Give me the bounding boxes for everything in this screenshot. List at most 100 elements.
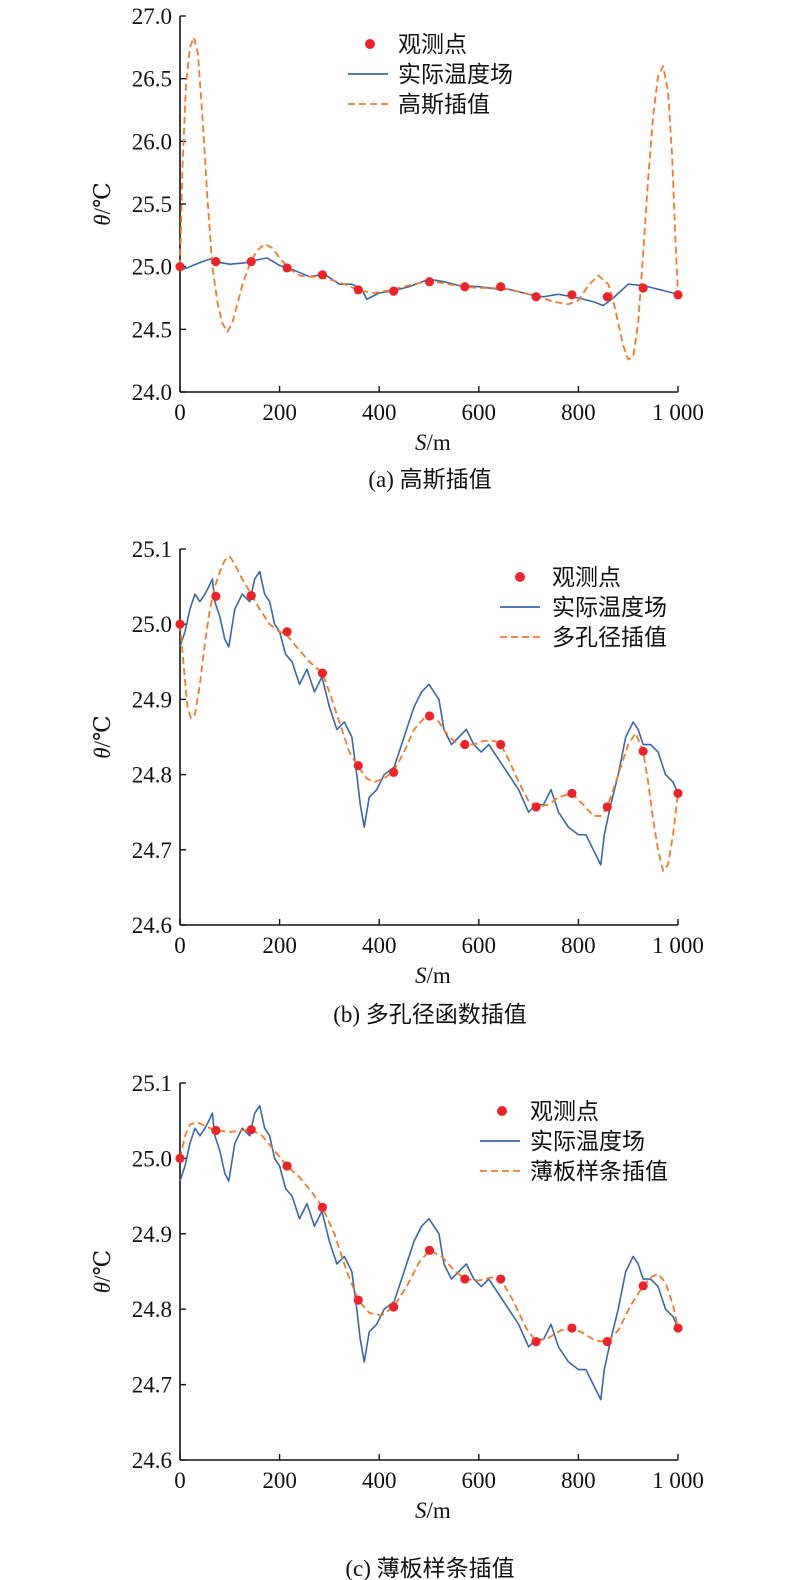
panel-b-y-tick-label: 24.8 [132,763,172,788]
panel-b-x-tick-label: 0 [174,933,186,958]
panel-a-observation-point [211,257,221,267]
panel-c-observation-point [424,1245,435,1255]
panel-a-y-tick-label: 25.0 [132,255,172,280]
panel-c-y-axis-label: θ/℃ [90,1250,115,1293]
panel-a-observation-point [496,282,506,292]
panel-b-observation-point [389,767,399,777]
panel-b-legend-label: 实际温度场 [552,595,667,620]
panel-a-caption: (a) 高斯插值 [368,467,491,492]
panel-a-y-tick-label: 27.0 [132,4,172,29]
panel-a-observation-point [175,262,185,272]
panel-b-x-tick-label: 600 [462,933,497,958]
panel-b-y-tick-label: 24.9 [132,687,172,712]
panel-c-observation-point [602,1337,612,1347]
panel-a-y-axis-label: θ/℃ [90,182,115,225]
panel-b-observation-point [282,627,292,637]
panel-b-y-tick-label: 24.6 [132,913,172,938]
panel-a-y-tick-label: 25.5 [132,192,172,217]
panel-b-observation-point [531,802,541,812]
panel-c-y-tick-label: 24.7 [132,1373,172,1398]
panel-a-observation-point [567,290,577,300]
panel-b-legend-label: 观测点 [552,565,621,590]
panel-c-legend-label: 薄板样条插值 [530,1159,668,1184]
panel-a-legend-label: 高斯插值 [398,92,490,117]
panel-a-y-tick-label: 26.5 [132,67,172,92]
panel-c-x-tick-label: 800 [561,1468,596,1493]
panel-c-interpolation-line [179,1121,679,1343]
panel-c-x-tick-label: 400 [362,1468,397,1493]
panel-b-x-tick-label: 400 [362,933,397,958]
panel-b-observation-point [567,788,577,799]
panel-a-observation-point [602,292,612,302]
panel-c-actual-field-line [179,1104,679,1401]
panel-c-y-tick-label: 25.0 [132,1146,172,1171]
panel-c-observation-point [175,1153,185,1163]
panel-a-y-tick-label: 24.5 [132,317,172,342]
panel-c-chart: (c) 薄板样条插值 24.6 24.7 24.8 24.9 25.0 25.1 0 200 4… [90,1071,704,1580]
panel-a-observation-point [282,263,292,273]
panel-c-observation-point [282,1161,292,1171]
panel-a-observation-point [353,285,363,295]
panel-b-y-axis-label: θ/℃ [90,715,115,758]
panel-a-x-tick-label: 200 [262,400,297,425]
panel-c-legend-label: 观测点 [530,1099,599,1124]
panel-b-y-tick-label: 25.0 [132,612,172,637]
panel-b-observation-point [353,760,363,771]
panel-a-legend-marker-point [365,39,375,49]
panel-c-legend-marker-point [497,1106,507,1116]
panel-a-observation-point [317,270,328,280]
panel-a-x-axis-label: S/m [415,430,451,455]
panel-b-chart: (b) 多孔径函数插值 24.6 24.7 24.8 24.9 25.0 25.1 0 200… [90,537,704,1027]
panel-b-observation-point [496,739,506,750]
panel-c-observation-point [317,1202,328,1213]
panel-c-observation-point [211,1125,221,1136]
panel-a-observation-point [460,282,470,292]
panel-a-y-tick-label: 24.0 [132,380,172,405]
panel-b-observation-point [246,591,256,601]
panel-a-x-tick-label: 1 000 [652,400,704,425]
panel-c-observation-point [496,1274,506,1284]
panel-b-legend-label: 多孔径插值 [552,625,667,650]
panel-b-interpolation-line [179,555,679,872]
panel-c-x-tick-label: 200 [262,1468,297,1493]
panel-c-x-axis-label: S/m [415,1498,451,1523]
panel-c-y-tick-label: 24.8 [132,1297,172,1322]
panel-a-legend-label: 实际温度场 [398,62,513,87]
panel-a-observation-point [389,286,399,296]
panel-b-observation-point [424,711,435,721]
panel-c-caption: (c) 薄板样条插值 [345,1556,514,1580]
panel-c-x-tick-label: 0 [174,1468,186,1493]
panel-b-observation-point [175,619,185,629]
panel-a-x-tick-label: 400 [362,400,397,425]
panel-a-observation-point [531,292,541,302]
panel-b-y-tick-label: 24.7 [132,838,172,863]
panel-a-interpolation-line [179,36,679,361]
panel-c-observation-point [460,1274,470,1284]
panel-b-caption: (b) 多孔径函数插值 [333,1002,527,1027]
panel-c-legend-label: 实际温度场 [530,1129,645,1154]
panel-b-x-tick-label: 1 000 [652,933,704,958]
panel-a-x-tick-label: 0 [174,400,186,425]
panel-b-actual-field-line [179,570,679,866]
panel-c-observation-point [353,1295,363,1305]
panel-a-y-tick-label: 26.0 [132,129,172,154]
panel-c-observation-point [638,1281,648,1291]
panel-c-observation-point [567,1323,577,1333]
panel-b-x-axis-label: S/m [415,963,451,988]
panel-a-observation-point [246,257,256,267]
panel-c-observation-point [389,1302,399,1312]
panel-b-y-tick-label: 25.1 [132,537,172,562]
panel-b-observation-point [460,739,470,750]
panel-c-x-tick-label: 1 000 [652,1468,704,1493]
panel-c-observation-point [246,1125,256,1135]
panel-b-x-tick-label: 800 [561,933,596,958]
panel-b-observation-point [673,788,683,799]
panel-c-observation-point [531,1337,541,1347]
panel-b-observation-point [317,668,328,678]
panel-b-legend-marker-point [515,572,525,582]
panel-a-observation-point [638,283,648,293]
panel-a-observation-point [673,290,683,300]
